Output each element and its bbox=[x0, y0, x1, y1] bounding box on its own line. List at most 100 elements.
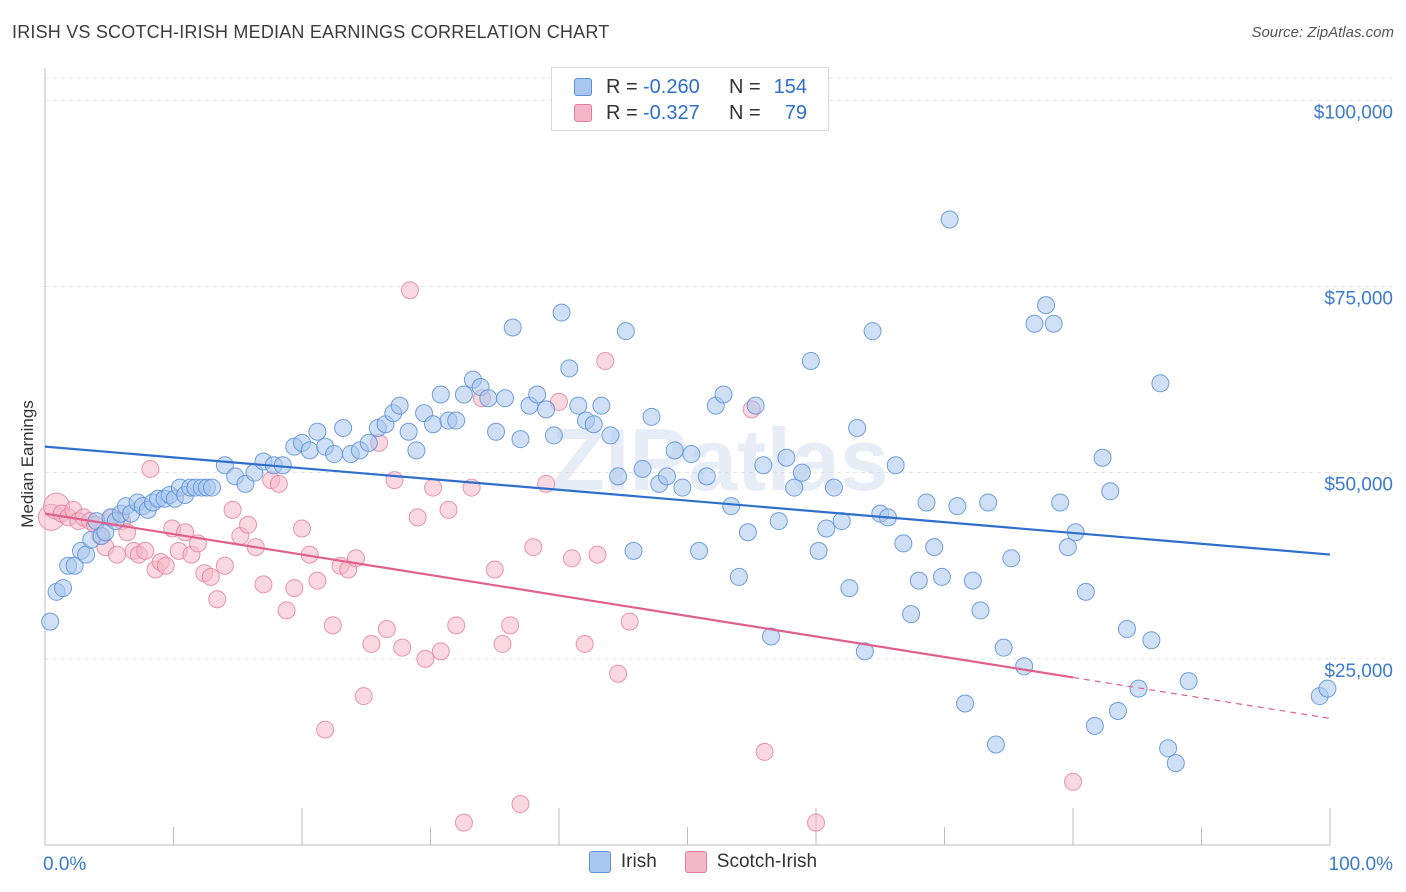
scotch-irish-point bbox=[493, 634, 512, 653]
irish-point bbox=[1318, 679, 1337, 698]
r-value: -0.260 bbox=[643, 75, 700, 98]
irish-point bbox=[817, 519, 836, 538]
scotch-irish-point bbox=[208, 590, 227, 609]
irish-point bbox=[902, 605, 921, 624]
legend-item-irish[interactable]: Irish bbox=[588, 851, 657, 873]
trend-lines bbox=[44, 445, 1331, 720]
scotch-irish-point bbox=[385, 471, 404, 490]
irish-point bbox=[657, 467, 676, 486]
gridlines bbox=[45, 77, 1392, 660]
irish-point bbox=[447, 411, 466, 430]
irish-point bbox=[359, 433, 378, 452]
axes bbox=[44, 68, 1331, 846]
scotch-irish-point bbox=[293, 519, 311, 538]
scotch-irish-point bbox=[201, 567, 220, 586]
scotch-irish-point bbox=[141, 459, 160, 478]
scotch-irish-trend-line bbox=[44, 512, 1074, 679]
n-value: 79 bbox=[784, 101, 807, 124]
scotch-irish-point bbox=[524, 538, 543, 557]
irish-point bbox=[537, 400, 556, 419]
irish-point bbox=[1117, 620, 1136, 639]
irish-point bbox=[682, 445, 701, 464]
irish-point bbox=[65, 556, 84, 575]
irish-point bbox=[1037, 296, 1056, 315]
irish-point bbox=[642, 407, 661, 426]
scotch-irish-swatch bbox=[684, 851, 707, 873]
irish-point bbox=[479, 389, 498, 408]
scotch-irish-point bbox=[362, 634, 381, 653]
r-label: R = bbox=[606, 75, 638, 98]
scotch-irish-point bbox=[485, 560, 504, 579]
irish-point bbox=[1076, 582, 1095, 601]
scotch-irish-point bbox=[1064, 772, 1082, 791]
irish-point bbox=[909, 571, 928, 590]
irish-point bbox=[496, 389, 515, 408]
irish-swatch bbox=[588, 851, 611, 873]
irish-point bbox=[840, 579, 859, 598]
scotch-irish-point bbox=[439, 500, 458, 519]
legend-label: Scotch-Irish bbox=[716, 851, 818, 872]
n-value: 154 bbox=[773, 75, 807, 98]
irish-point bbox=[792, 463, 811, 482]
irish-point bbox=[956, 694, 975, 713]
irish-point bbox=[932, 567, 951, 586]
irish-point bbox=[503, 318, 522, 337]
irish-point bbox=[203, 478, 222, 497]
irish-point bbox=[390, 396, 409, 415]
scotch-irish-point bbox=[454, 813, 473, 832]
irish-point bbox=[624, 541, 643, 560]
scotch-irish-point bbox=[239, 515, 258, 534]
irish-point bbox=[592, 396, 611, 415]
irish-point bbox=[601, 426, 620, 445]
x-tick-label: 100.0% bbox=[1329, 854, 1394, 875]
scotch-irish-point bbox=[254, 575, 273, 594]
y-tick-label: $50,000 bbox=[1324, 475, 1393, 496]
irish-point bbox=[1002, 549, 1021, 568]
source-label: Source: ZipAtlas.com bbox=[1251, 24, 1394, 41]
x-tick-labels: 0.0% 100.0% bbox=[43, 854, 1393, 875]
legend-label: Irish bbox=[620, 851, 657, 872]
irish-point bbox=[325, 445, 344, 464]
scotch-irish-point bbox=[223, 500, 242, 519]
scotch-irish-point bbox=[575, 634, 594, 653]
scotch-irish-point bbox=[511, 795, 530, 814]
irish-point bbox=[746, 396, 765, 415]
irish-point bbox=[1101, 482, 1120, 501]
scotch-irish-point bbox=[277, 601, 296, 620]
irish-point bbox=[948, 497, 967, 516]
irish-point bbox=[848, 418, 867, 437]
scotch-irish-point bbox=[424, 478, 443, 497]
irish-point bbox=[334, 418, 353, 437]
irish-point bbox=[714, 385, 733, 404]
y-tick-label: $25,000 bbox=[1324, 661, 1393, 682]
irish-point bbox=[762, 627, 781, 646]
irish-point bbox=[454, 385, 473, 404]
irish-point bbox=[665, 441, 684, 460]
irish-point bbox=[584, 415, 603, 434]
irish-point bbox=[801, 351, 820, 370]
irish-point bbox=[971, 601, 990, 620]
irish-point bbox=[1051, 493, 1070, 512]
irish-point bbox=[569, 396, 588, 415]
scotch-irish-point bbox=[431, 642, 450, 661]
irish-point bbox=[769, 512, 788, 531]
irish-point bbox=[729, 567, 748, 586]
scotch-irish-point bbox=[215, 556, 234, 575]
irish-point bbox=[1159, 739, 1178, 758]
irish-point bbox=[53, 579, 72, 598]
irish-points bbox=[41, 210, 1337, 773]
r-label: R = bbox=[606, 101, 638, 124]
irish-point bbox=[824, 478, 843, 497]
scotch-irish-point bbox=[308, 571, 327, 590]
legend-item-scotch-irish[interactable]: Scotch-Irish bbox=[684, 851, 818, 873]
irish-point bbox=[1166, 754, 1185, 773]
irish-point bbox=[994, 638, 1013, 657]
scotch-irish-points bbox=[37, 281, 1082, 832]
scotch-irish-point bbox=[588, 545, 607, 564]
stats-legend: R = -0.260 N = 154 R = -0.327 N = 79 bbox=[551, 67, 829, 131]
irish-point bbox=[894, 534, 913, 553]
y-axis-label: Median Earnings bbox=[18, 400, 37, 528]
scotch-irish-point bbox=[609, 664, 628, 683]
irish-point bbox=[785, 478, 804, 497]
irish-point bbox=[754, 456, 773, 475]
